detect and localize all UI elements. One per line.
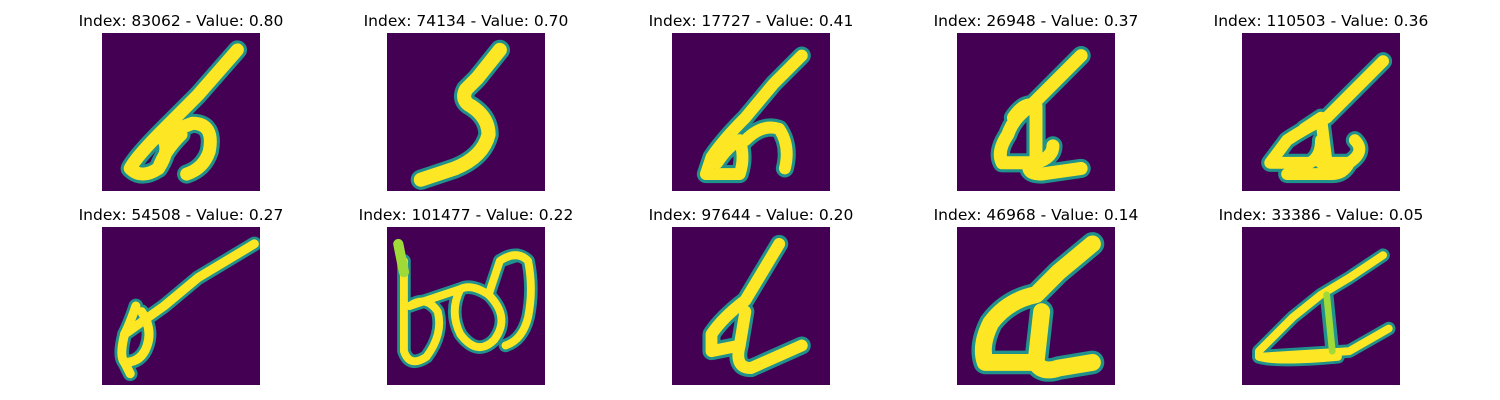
- panel-title: Index: 74134 - Value: 0.70: [363, 12, 569, 30]
- panel-title: Index: 110503 - Value: 0.36: [1213, 12, 1429, 30]
- digit-image: [387, 33, 545, 191]
- panel-8: Index: 97644 - Value: 0.20: [621, 204, 881, 394]
- digit-image: [1242, 33, 1400, 191]
- digit-image: [1242, 227, 1400, 385]
- digit-image: [102, 33, 260, 191]
- panel-title: Index: 83062 - Value: 0.80: [78, 12, 284, 30]
- handwritten-glyph: [1242, 33, 1400, 191]
- panel-title: Index: 26948 - Value: 0.37: [933, 12, 1139, 30]
- digit-image: [672, 33, 830, 191]
- panel-3: Index: 17727 - Value: 0.41: [621, 10, 881, 200]
- digit-image: [957, 33, 1115, 191]
- panel-title: Index: 33386 - Value: 0.05: [1218, 206, 1424, 224]
- panel-title: Index: 46968 - Value: 0.14: [933, 206, 1139, 224]
- panel-title: Index: 54508 - Value: 0.27: [78, 206, 284, 224]
- panel-4: Index: 26948 - Value: 0.37: [906, 10, 1166, 200]
- digit-image: [957, 227, 1115, 385]
- panel-10: Index: 33386 - Value: 0.05: [1191, 204, 1451, 394]
- digit-image: [672, 227, 830, 385]
- handwritten-glyph: [102, 33, 260, 191]
- handwritten-glyph: [387, 227, 545, 385]
- handwritten-glyph: [957, 227, 1115, 385]
- handwritten-glyph: [102, 227, 260, 385]
- handwritten-glyph: [672, 227, 830, 385]
- panel-5: Index: 110503 - Value: 0.36: [1191, 10, 1451, 200]
- panel-2: Index: 74134 - Value: 0.70: [336, 10, 596, 200]
- panel-title: Index: 17727 - Value: 0.41: [648, 12, 854, 30]
- handwritten-glyph: [1242, 227, 1400, 385]
- digit-image: [387, 227, 545, 385]
- digit-image: [102, 227, 260, 385]
- handwritten-glyph: [672, 33, 830, 191]
- panel-title: Index: 97644 - Value: 0.20: [648, 206, 854, 224]
- panel-7: Index: 101477 - Value: 0.22: [336, 204, 596, 394]
- handwritten-glyph: [957, 33, 1115, 191]
- panel-1: Index: 83062 - Value: 0.80: [51, 10, 311, 200]
- handwritten-glyph: [387, 33, 545, 191]
- panel-title: Index: 101477 - Value: 0.22: [358, 206, 574, 224]
- panel-9: Index: 46968 - Value: 0.14: [906, 204, 1166, 394]
- panel-6: Index: 54508 - Value: 0.27: [51, 204, 311, 394]
